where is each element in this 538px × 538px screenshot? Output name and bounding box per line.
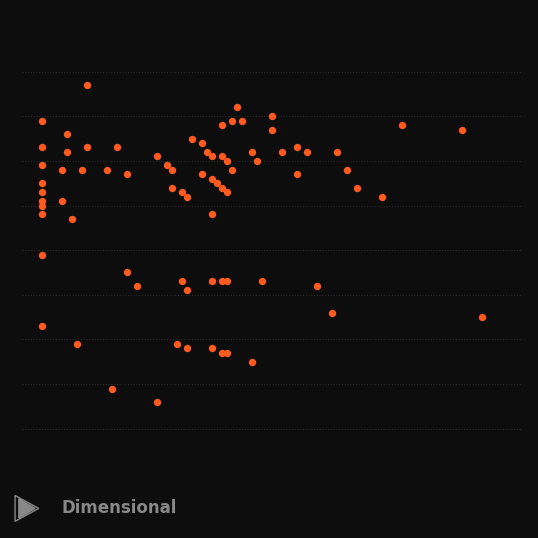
- Point: [37, 210, 46, 219]
- Point: [328, 308, 336, 317]
- Point: [207, 174, 216, 183]
- Point: [247, 358, 256, 366]
- Point: [222, 157, 231, 165]
- Point: [217, 121, 226, 130]
- Point: [37, 188, 46, 196]
- Point: [197, 139, 206, 147]
- Point: [37, 322, 46, 330]
- Text: Dimensional: Dimensional: [62, 499, 177, 518]
- Point: [267, 112, 276, 121]
- Point: [182, 192, 191, 201]
- Point: [222, 349, 231, 357]
- Point: [217, 183, 226, 192]
- Point: [57, 197, 66, 206]
- Point: [232, 103, 241, 111]
- Point: [217, 349, 226, 357]
- Point: [352, 183, 361, 192]
- Point: [37, 143, 46, 152]
- Point: [398, 121, 406, 130]
- Point: [247, 147, 256, 156]
- Point: [152, 398, 161, 406]
- Point: [37, 161, 46, 169]
- Point: [202, 147, 211, 156]
- Point: [122, 268, 131, 277]
- Point: [167, 183, 176, 192]
- Point: [252, 157, 261, 165]
- Point: [162, 161, 171, 169]
- Point: [132, 281, 141, 290]
- Point: [167, 166, 176, 174]
- Point: [207, 210, 216, 219]
- Point: [122, 170, 131, 179]
- Point: [57, 166, 66, 174]
- Point: [293, 170, 301, 179]
- Point: [37, 250, 46, 259]
- Point: [293, 143, 301, 152]
- Point: [182, 286, 191, 295]
- Point: [278, 147, 286, 156]
- Point: [37, 197, 46, 206]
- Point: [172, 339, 181, 348]
- Point: [152, 152, 161, 161]
- Point: [72, 339, 81, 348]
- Point: [182, 344, 191, 353]
- Point: [178, 188, 186, 196]
- Point: [77, 166, 86, 174]
- Point: [37, 201, 46, 210]
- Point: [197, 170, 206, 179]
- Point: [257, 277, 266, 286]
- Point: [217, 277, 226, 286]
- Point: [222, 277, 231, 286]
- Point: [237, 116, 246, 125]
- Point: [228, 116, 236, 125]
- Point: [332, 147, 341, 156]
- Point: [207, 277, 216, 286]
- Point: [207, 152, 216, 161]
- Point: [313, 281, 321, 290]
- Point: [62, 147, 71, 156]
- Point: [302, 147, 311, 156]
- Point: [107, 384, 116, 393]
- Point: [457, 125, 466, 134]
- Point: [228, 166, 236, 174]
- Point: [378, 192, 386, 201]
- Point: [62, 130, 71, 138]
- Point: [37, 179, 46, 188]
- Point: [187, 134, 196, 143]
- Point: [222, 188, 231, 196]
- Point: [217, 152, 226, 161]
- Point: [82, 81, 91, 89]
- Point: [112, 143, 121, 152]
- Point: [478, 313, 486, 322]
- Point: [267, 125, 276, 134]
- Point: [37, 116, 46, 125]
- Point: [342, 166, 351, 174]
- Point: [67, 215, 76, 223]
- Point: [178, 277, 186, 286]
- Point: [102, 166, 111, 174]
- Point: [82, 143, 91, 152]
- Point: [213, 179, 221, 188]
- Point: [207, 344, 216, 353]
